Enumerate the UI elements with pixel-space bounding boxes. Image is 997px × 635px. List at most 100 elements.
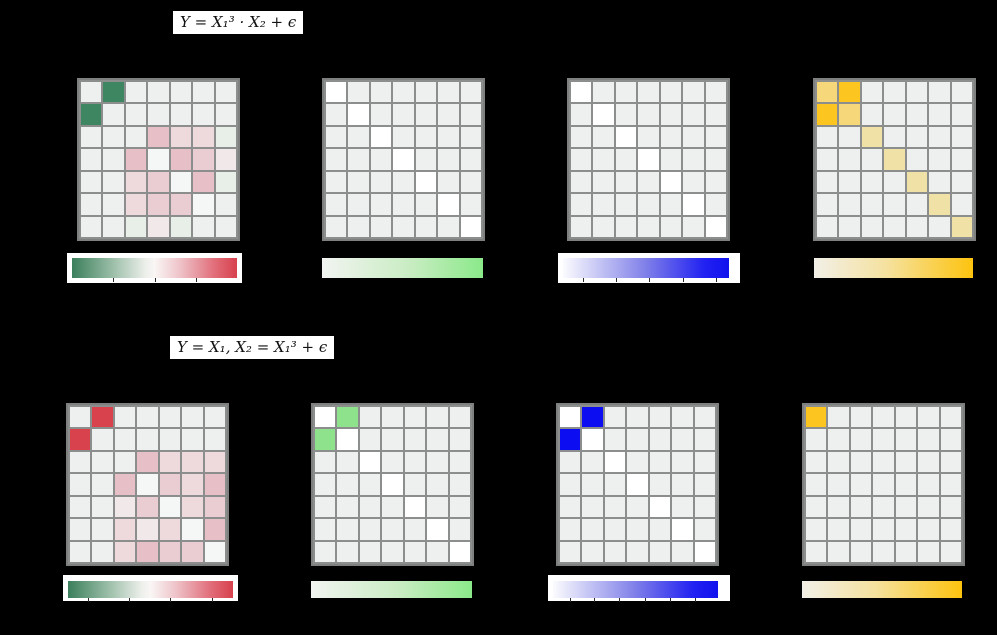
heatmap-cell-r2p4-r1c3 — [873, 429, 894, 450]
colorbar-tick-r2p3-2 — [619, 598, 620, 602]
heatmap-cell-r1p1-r5c5 — [193, 194, 214, 215]
heatmap-cell-r1p1-r0c6 — [215, 82, 236, 103]
heatmap-cell-r2p1-r6c0 — [70, 541, 91, 562]
heatmap-cell-r1p1-r5c4 — [170, 194, 192, 215]
heatmap-cell-r2p1-r3c0 — [70, 474, 91, 495]
heatmap-cell-r1p2-r3c6 — [460, 149, 481, 170]
heatmap-cell-r1p4-r5c5 — [929, 194, 950, 215]
colorbar-tick-r1p3-2 — [649, 278, 650, 282]
heatmap-cell-r1p2-r2c1 — [348, 126, 369, 148]
heatmap-cell-r1p3-r2c3 — [638, 126, 659, 148]
heatmap-cell-r2p4-r4c6 — [940, 496, 961, 518]
heatmap-cell-r2p1-r0c4 — [159, 407, 181, 428]
heatmap-cell-r1p2-r0c0 — [326, 82, 347, 103]
heatmap-cell-r2p4-r0c1 — [828, 407, 849, 428]
heatmap-cell-r1p3-r6c4 — [660, 216, 682, 237]
heatmap-cell-r2p3-r0c5 — [672, 407, 693, 428]
heatmap-cell-r2p4-r2c5 — [918, 451, 939, 473]
heatmap-cell-r1p3-r0c5 — [683, 82, 704, 103]
heatmap-cell-r2p3-r0c4 — [649, 407, 671, 428]
heatmap-cell-r2p4-r6c3 — [873, 541, 894, 562]
colorbar-r1p3 — [563, 258, 729, 278]
heatmap-cell-r1p3-r3c4 — [660, 149, 682, 170]
heatmap-cell-r2p2-r6c0 — [315, 541, 336, 562]
heatmap-cell-r1p2-r0c2 — [370, 82, 392, 103]
heatmap-cell-r1p4-r1c5 — [929, 104, 950, 125]
colorbar-r1p2 — [322, 258, 483, 278]
heatmap-cell-r2p1-r1c5 — [182, 429, 203, 450]
heatmap-cell-r1p3-r4c0 — [571, 171, 592, 193]
heatmap-cell-r1p4-r3c5 — [929, 149, 950, 170]
heatmap-cell-r1p4-r2c1 — [839, 126, 860, 148]
heatmap-cell-r2p4-r1c2 — [850, 429, 872, 450]
heatmap-cell-r2p4-r5c1 — [828, 519, 849, 540]
heatmap-cell-r1p1-r6c3 — [148, 216, 169, 237]
heatmap-cell-r1p2-r5c1 — [348, 194, 369, 215]
heatmap-cell-r1p2-r0c4 — [415, 82, 437, 103]
heatmap-cell-r1p4-r5c1 — [839, 194, 860, 215]
heatmap-cell-r1p3-r5c0 — [571, 194, 592, 215]
heatmap-cell-r1p1-r3c4 — [170, 149, 192, 170]
heatmap-cell-r2p2-r4c1 — [337, 496, 358, 518]
heatmap-cell-r2p2-r1c5 — [427, 429, 448, 450]
heatmap-cell-r2p3-r0c3 — [627, 407, 648, 428]
heatmap-cell-r1p4-r4c6 — [951, 171, 972, 193]
heatmap-cell-r2p1-r1c2 — [114, 429, 136, 450]
heatmap-cell-r2p1-r0c1 — [92, 407, 113, 428]
heatmap-cell-r1p1-r4c6 — [215, 171, 236, 193]
heatmap-cell-r1p1-r4c1 — [103, 171, 124, 193]
heatmap-cell-r2p4-r1c4 — [895, 429, 917, 450]
heatmap-cell-r2p4-r5c4 — [895, 519, 917, 540]
heatmap-cell-r1p3-r0c6 — [705, 82, 726, 103]
heatmap-cell-r2p1-r3c6 — [204, 474, 225, 495]
colorbar-r2p3 — [553, 581, 718, 598]
heatmap-cell-r1p1-r1c5 — [193, 104, 214, 125]
heatmap-cell-r2p4-r3c5 — [918, 474, 939, 495]
heatmap-cell-r1p4-r5c4 — [906, 194, 928, 215]
heatmap-cell-r2p4-r3c1 — [828, 474, 849, 495]
heatmap-cell-r1p4-r1c4 — [906, 104, 928, 125]
heatmap-cell-r1p1-r6c1 — [103, 216, 124, 237]
heatmap-cell-r2p3-r6c4 — [649, 541, 671, 562]
heatmap-cell-r1p4-r1c0 — [817, 104, 838, 125]
heatmap-cell-r2p4-r6c5 — [918, 541, 939, 562]
heatmap-cell-r1p3-r4c5 — [683, 171, 704, 193]
heatmap-cell-r1p4-r0c0 — [817, 82, 838, 103]
heatmap-cell-r2p2-r2c1 — [337, 451, 358, 473]
heatmap-cell-r1p1-r5c1 — [103, 194, 124, 215]
heatmap-cell-r2p2-r5c5 — [427, 519, 448, 540]
heatmap-cell-r1p3-r0c4 — [660, 82, 682, 103]
heatmap-cell-r2p1-r2c3 — [137, 451, 158, 473]
heatmap-cell-r1p4-r4c2 — [861, 171, 883, 193]
colorbar-tick-r1p1-1 — [155, 278, 156, 282]
heatmap-cell-r1p4-r5c0 — [817, 194, 838, 215]
heatmap-cell-r2p1-r4c6 — [204, 496, 225, 518]
heatmap-cell-r2p4-r0c5 — [918, 407, 939, 428]
heatmap-cell-r1p3-r5c5 — [683, 194, 704, 215]
heatmap-cell-r2p4-r5c3 — [873, 519, 894, 540]
heatmap-cell-r1p2-r6c2 — [370, 216, 392, 237]
heatmap-cell-r1p2-r1c2 — [370, 104, 392, 125]
heatmap-cell-r1p3-r1c6 — [705, 104, 726, 125]
heatmap-cell-r1p4-r0c3 — [884, 82, 905, 103]
heatmap-cell-r2p3-r0c6 — [694, 407, 715, 428]
heatmap-cell-r1p2-r6c1 — [348, 216, 369, 237]
heatmap-cell-r1p3-r2c0 — [571, 126, 592, 148]
heatmap-cell-r1p2-r0c1 — [348, 82, 369, 103]
heatmap-cell-r1p1-r1c4 — [170, 104, 192, 125]
heatmap-cell-r1p1-r2c6 — [215, 126, 236, 148]
heatmap-cell-r1p2-r3c0 — [326, 149, 347, 170]
heatmap-cell-r2p3-r3c0 — [560, 474, 581, 495]
heatmap-cell-r2p4-r2c3 — [873, 451, 894, 473]
heatmap-cell-r1p1-r3c1 — [103, 149, 124, 170]
heatmap-cell-r2p2-r4c6 — [449, 496, 470, 518]
heatmap-cell-r1p3-r1c3 — [638, 104, 659, 125]
heatmap-cell-r2p3-r1c4 — [649, 429, 671, 450]
heatmap-cell-r1p4-r0c2 — [861, 82, 883, 103]
heatmap-cell-r2p1-r5c5 — [182, 519, 203, 540]
heatmap-cell-r1p1-r2c4 — [170, 126, 192, 148]
heatmap-cell-r1p3-r2c1 — [593, 126, 614, 148]
heatmap-cell-r1p4-r6c4 — [906, 216, 928, 237]
heatmap-cell-r1p3-r4c2 — [615, 171, 637, 193]
heatmap-grid-r2p1 — [66, 403, 229, 566]
